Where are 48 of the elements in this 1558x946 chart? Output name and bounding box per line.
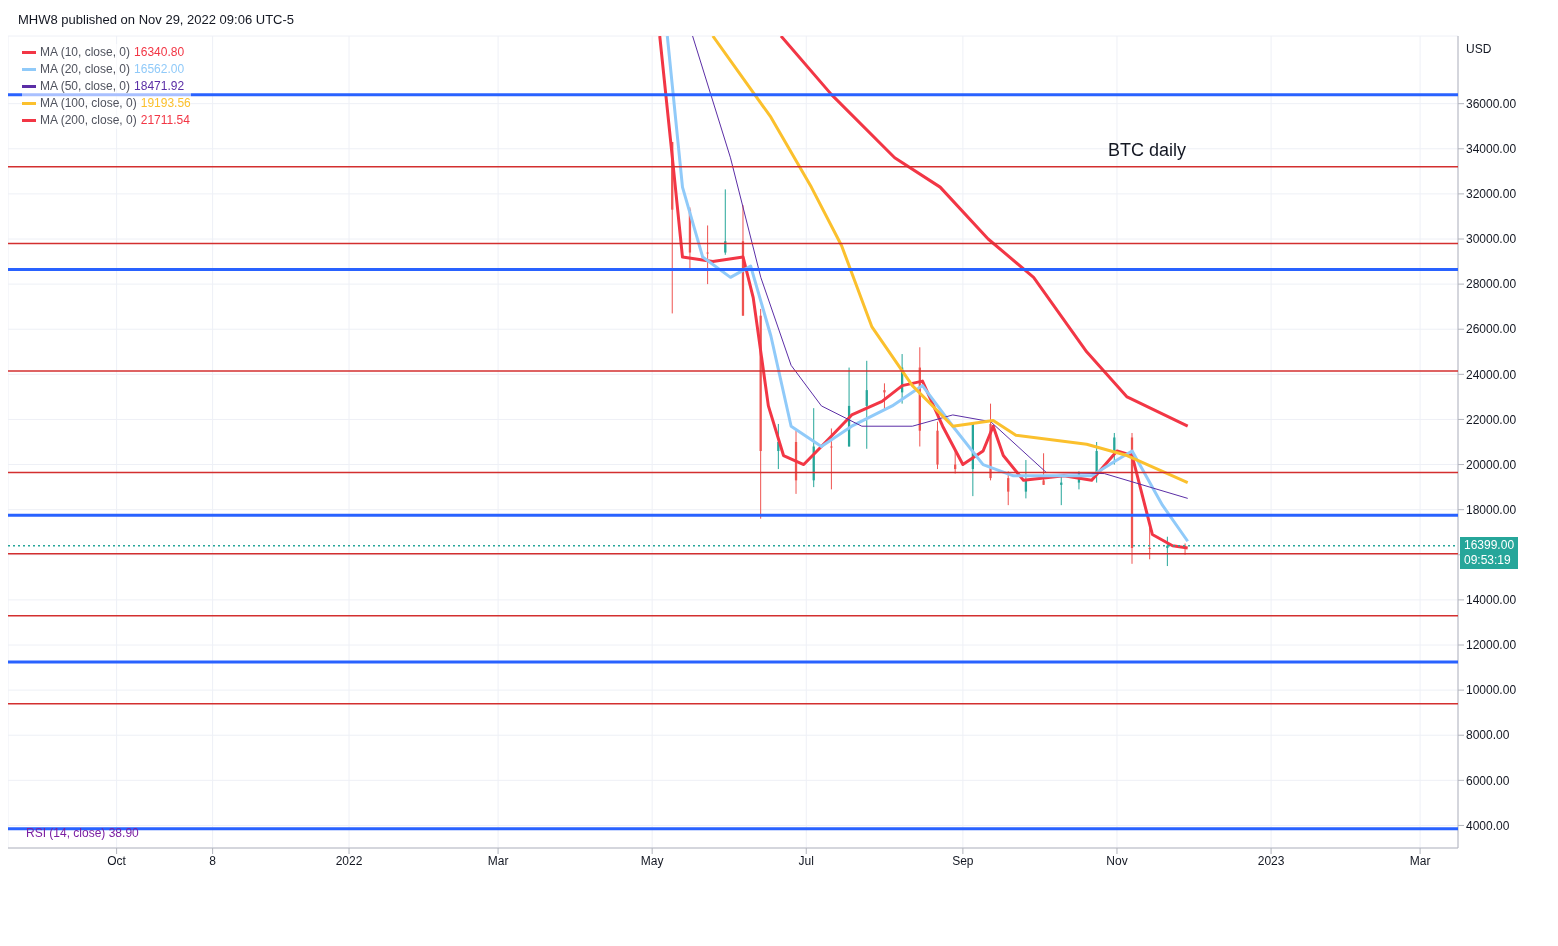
y-tick-label: 30000.00 (1466, 232, 1517, 247)
candlestick (1148, 527, 1151, 560)
candlestick (706, 224, 709, 285)
y-tick-label: 6000.00 (1466, 773, 1510, 788)
y-tick-label: 34000.00 (1466, 142, 1517, 157)
annotation: 21711.54 (140, 112, 190, 129)
x-tick-label: Oct (107, 853, 127, 868)
x-tick-label: Mar (487, 853, 509, 868)
annotation: 16340.80 (134, 44, 185, 61)
y-tick-label: 12000.00 (1466, 638, 1517, 653)
text: BTC daily (1108, 140, 1187, 161)
text: 09:53:19 (1464, 552, 1512, 568)
x-tick-label: Sep (952, 853, 974, 868)
legend-label: MA (10, close, 0) (40, 44, 131, 61)
y-tick-label: 32000.00 (1466, 187, 1517, 202)
annotation: 19193.56 (140, 95, 191, 112)
x-tick-label: 8 (209, 853, 217, 868)
x-tick-label: Mar (1409, 853, 1431, 868)
y-tick-label: 18000.00 (1466, 502, 1517, 517)
annotation: 18471.92 (134, 78, 185, 95)
candlestick (883, 382, 886, 411)
chart-title: MHW8 published on Nov 29, 2022 09:06 UTC-5 (18, 12, 295, 27)
ref-line-label: 16399.00 (1464, 537, 1515, 553)
x-tick-label: Nov (1106, 853, 1128, 868)
y-tick-label: 4000.00 (1466, 818, 1510, 833)
y-tick-label: 10000.00 (1466, 683, 1517, 698)
y-tick-label: 8000.00 (1466, 728, 1510, 743)
candlestick (1007, 470, 1010, 506)
y-tick-label: 26000.00 (1466, 322, 1517, 337)
y-tick-label: 28000.00 (1466, 277, 1517, 292)
y-tick-label: 24000.00 (1466, 367, 1517, 382)
x-tick-label: 2022 (335, 853, 363, 868)
annotation: 16562.00 (134, 61, 185, 78)
legend-label: MA (200, close, 0) (40, 112, 137, 129)
legend-label: MA (100, close, 0) (40, 95, 137, 112)
y-tick-label: 14000.00 (1466, 593, 1517, 608)
y-tick-label: 36000.00 (1466, 96, 1517, 111)
candlestick (830, 427, 833, 490)
y-axis-title: USD (1466, 41, 1492, 56)
line-series (779, 36, 1190, 428)
x-tick-label: May (640, 853, 664, 868)
y-tick-label: 20000.00 (1466, 457, 1517, 472)
y-tick-label: 22000.00 (1466, 412, 1517, 427)
annotation: RSI (14, close) 38.90 (26, 826, 139, 840)
legend-label: MA (50, close, 0) (40, 78, 131, 95)
x-tick-label: Jul (798, 853, 814, 868)
legend-label: MA (20, close, 0) (40, 61, 131, 78)
x-tick-label: 2023 (1257, 853, 1285, 868)
